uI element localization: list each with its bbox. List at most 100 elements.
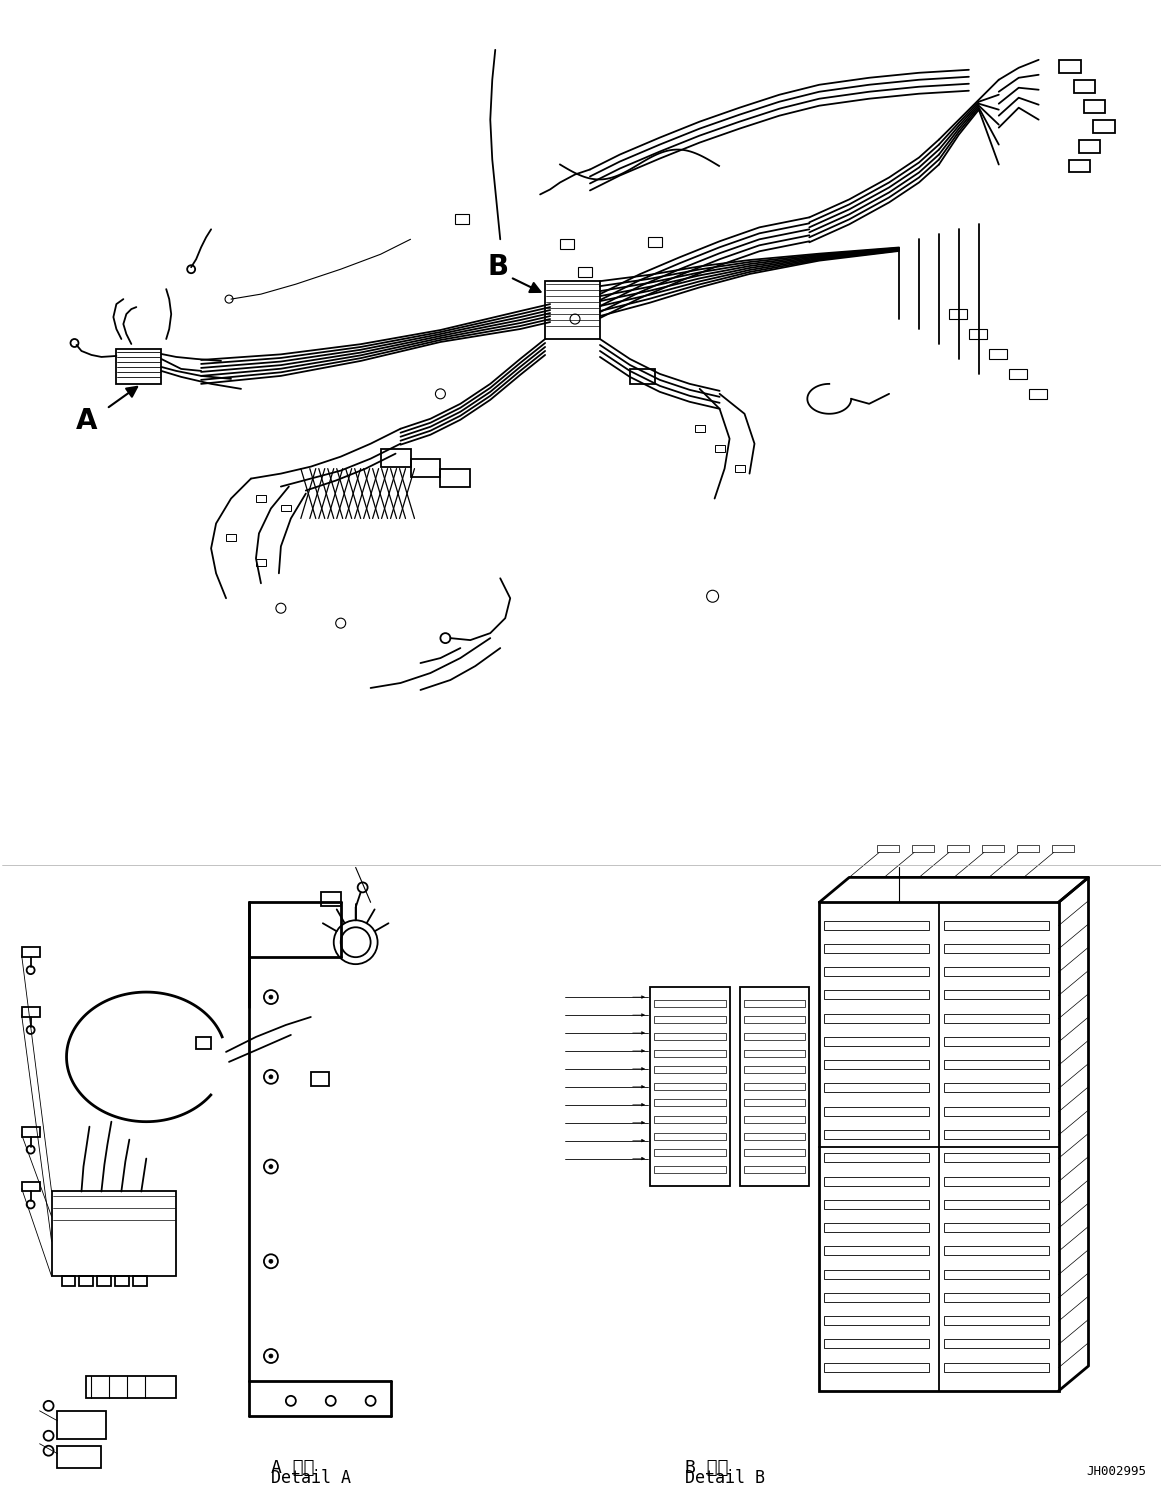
- Bar: [944, 1223, 1049, 1232]
- Bar: [57, 1446, 101, 1467]
- Bar: [411, 458, 441, 476]
- Bar: [743, 1067, 805, 1073]
- Text: Detail B: Detail B: [685, 1469, 765, 1487]
- Bar: [1029, 388, 1047, 399]
- Bar: [561, 240, 575, 250]
- Bar: [22, 1126, 40, 1137]
- Bar: [116, 350, 162, 384]
- Text: B: B: [487, 253, 508, 281]
- Bar: [22, 948, 40, 957]
- Bar: [578, 268, 592, 277]
- Bar: [877, 845, 899, 853]
- Bar: [944, 1037, 1049, 1046]
- Bar: [281, 504, 291, 512]
- Bar: [825, 1153, 929, 1162]
- Bar: [944, 1269, 1049, 1278]
- Bar: [654, 1049, 726, 1056]
- Bar: [226, 534, 236, 542]
- Bar: [947, 845, 969, 853]
- Bar: [654, 1149, 726, 1156]
- Bar: [654, 1067, 726, 1073]
- Bar: [197, 1037, 212, 1049]
- Bar: [743, 1167, 805, 1173]
- Bar: [944, 1293, 1049, 1302]
- Bar: [654, 1100, 726, 1107]
- Bar: [115, 1277, 129, 1286]
- Bar: [1069, 159, 1091, 173]
- Bar: [982, 845, 1004, 853]
- Bar: [86, 1376, 177, 1397]
- Bar: [441, 469, 470, 487]
- Bar: [654, 1116, 726, 1123]
- Bar: [944, 1129, 1049, 1138]
- Bar: [743, 1033, 805, 1040]
- Bar: [743, 1016, 805, 1024]
- Bar: [654, 1167, 726, 1173]
- Bar: [654, 1000, 726, 1007]
- Circle shape: [269, 1259, 273, 1263]
- Bar: [944, 1363, 1049, 1372]
- Bar: [825, 1037, 929, 1046]
- Bar: [912, 845, 934, 853]
- Bar: [1051, 845, 1073, 853]
- Bar: [944, 1339, 1049, 1348]
- Bar: [825, 1269, 929, 1278]
- Bar: [819, 902, 1058, 1391]
- Bar: [79, 1277, 93, 1286]
- Bar: [743, 1149, 805, 1156]
- Bar: [825, 943, 929, 952]
- Bar: [714, 445, 725, 452]
- Text: B 詳細: B 詳細: [685, 1458, 728, 1476]
- Bar: [694, 424, 705, 432]
- Bar: [825, 1363, 929, 1372]
- Bar: [256, 559, 266, 567]
- Bar: [944, 1153, 1049, 1162]
- Bar: [825, 1223, 929, 1232]
- Bar: [825, 1083, 929, 1092]
- Text: JH002995: JH002995: [1086, 1466, 1147, 1478]
- Bar: [654, 1083, 726, 1089]
- Bar: [825, 1247, 929, 1256]
- Bar: [944, 1061, 1049, 1070]
- Bar: [944, 1083, 1049, 1092]
- Bar: [654, 1016, 726, 1024]
- Bar: [311, 1071, 329, 1086]
- Bar: [648, 237, 662, 247]
- Bar: [944, 1247, 1049, 1256]
- Bar: [256, 494, 266, 501]
- Bar: [989, 350, 1007, 359]
- Bar: [1078, 140, 1100, 153]
- Bar: [57, 1411, 106, 1439]
- Bar: [62, 1277, 76, 1286]
- Bar: [22, 1007, 40, 1016]
- Circle shape: [269, 1165, 273, 1168]
- Bar: [944, 1177, 1049, 1186]
- Bar: [654, 1033, 726, 1040]
- Bar: [1016, 845, 1039, 853]
- Bar: [743, 1000, 805, 1007]
- Bar: [743, 1132, 805, 1140]
- Bar: [944, 991, 1049, 1000]
- Bar: [944, 1107, 1049, 1116]
- Bar: [944, 943, 1049, 952]
- Bar: [456, 214, 470, 225]
- Bar: [825, 921, 929, 930]
- Bar: [944, 1013, 1049, 1022]
- Bar: [743, 1116, 805, 1123]
- Text: Detail A: Detail A: [271, 1469, 351, 1487]
- Bar: [650, 987, 729, 1186]
- Bar: [825, 1061, 929, 1070]
- Bar: [949, 310, 966, 318]
- Bar: [944, 921, 1049, 930]
- Bar: [380, 449, 411, 467]
- Bar: [1073, 80, 1096, 92]
- Bar: [1058, 60, 1080, 73]
- Bar: [825, 991, 929, 1000]
- Circle shape: [269, 1074, 273, 1079]
- Circle shape: [269, 1354, 273, 1359]
- Bar: [1008, 369, 1027, 379]
- Bar: [1093, 119, 1115, 132]
- Bar: [944, 967, 1049, 976]
- Bar: [321, 893, 341, 906]
- Bar: [825, 1177, 929, 1186]
